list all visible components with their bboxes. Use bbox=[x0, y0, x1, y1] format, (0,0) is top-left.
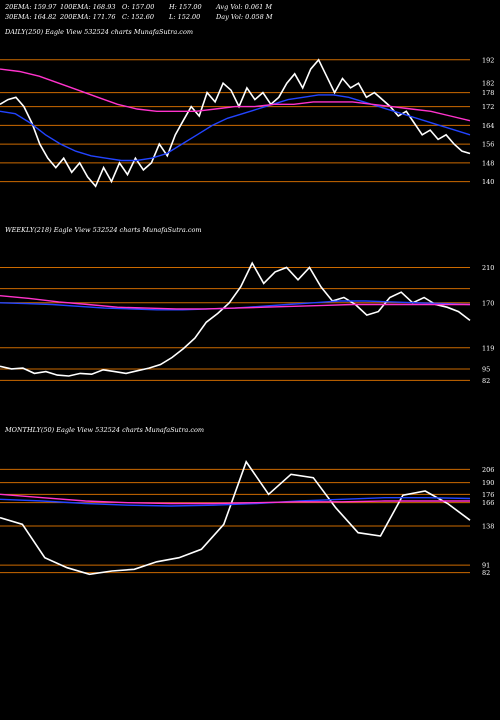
high-value: H: 157.00 bbox=[169, 3, 202, 11]
y-tick-label: 182 bbox=[482, 80, 494, 88]
y-tick-label: 176 bbox=[482, 491, 494, 499]
ema30-value: 30EMA: 164.82 bbox=[5, 13, 57, 21]
ema-line-2 bbox=[0, 295, 470, 310]
indicator-row-2: 30EMA: 164.82 200EMA: 171.76 C: 152.60 L… bbox=[5, 12, 495, 22]
ema-line-1 bbox=[0, 94, 471, 162]
ema-line-2 bbox=[0, 493, 470, 505]
y-tick-label: 156 bbox=[482, 141, 494, 149]
monthly-chart-title: MONTHLY(50) Eagle View 532524 charts Mun… bbox=[5, 426, 205, 434]
low-value: L: 152.00 bbox=[169, 13, 201, 21]
indicator-header: 20EMA: 159.97 100EMA: 168.93 O: 157.00 H… bbox=[5, 2, 495, 22]
ema20-value: 20EMA: 159.97 bbox=[5, 3, 57, 11]
ema-line-2 bbox=[0, 68, 471, 122]
y-tick-label: 206 bbox=[482, 466, 494, 474]
price-line bbox=[0, 460, 471, 576]
ema200-value: 200EMA: 171.76 bbox=[60, 13, 116, 21]
ema100-value: 100EMA: 168.93 bbox=[60, 3, 116, 11]
y-tick-label: 82 bbox=[482, 377, 490, 385]
y-tick-label: 190 bbox=[482, 479, 494, 487]
y-tick-label: 119 bbox=[482, 344, 494, 352]
weekly-chart-title: WEEKLY(218) Eagle View 532524 charts Mun… bbox=[5, 226, 202, 234]
close-value: C: 152.60 bbox=[122, 13, 154, 21]
y-tick-label: 91 bbox=[482, 562, 490, 570]
y-tick-label: 166 bbox=[482, 499, 494, 507]
y-tick-label: 172 bbox=[482, 103, 494, 111]
y-tick-label: 82 bbox=[482, 569, 490, 577]
y-tick-label: 192 bbox=[482, 56, 494, 64]
y-tick-label: 210 bbox=[482, 264, 494, 272]
y-tick-label: 140 bbox=[482, 178, 494, 186]
y-tick-label: 138 bbox=[482, 523, 494, 531]
y-tick-label: 148 bbox=[482, 159, 494, 167]
indicator-row-1: 20EMA: 159.97 100EMA: 168.93 O: 157.00 H… bbox=[5, 2, 495, 12]
weekly-chart: 210 170 119 95 82 bbox=[0, 261, 494, 385]
y-tick-label: 164 bbox=[482, 122, 494, 130]
ema-line-1 bbox=[0, 497, 471, 507]
day-vol-value: Day Vol: 0.058 M bbox=[216, 13, 273, 21]
y-tick-label: 95 bbox=[482, 365, 490, 373]
price-line bbox=[0, 261, 471, 377]
avg-vol-value: Avg Vol: 0.061 M bbox=[216, 3, 273, 11]
daily-chart-title: DAILY(250) Eagle View 532524 charts Muna… bbox=[5, 28, 194, 36]
price-line bbox=[0, 58, 471, 188]
open-value: O: 157.00 bbox=[122, 3, 155, 11]
y-tick-label: 178 bbox=[482, 89, 494, 97]
y-tick-label: 170 bbox=[482, 299, 494, 307]
